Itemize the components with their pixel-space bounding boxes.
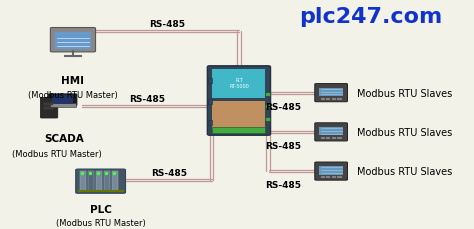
Text: RS-485: RS-485: [265, 141, 301, 150]
Text: (Modbus RTU Master): (Modbus RTU Master): [12, 149, 102, 158]
Bar: [337, 98, 342, 101]
Bar: [80, 172, 86, 191]
Bar: [78, 190, 124, 193]
Bar: [332, 98, 336, 101]
Bar: [50, 104, 75, 107]
Bar: [52, 96, 73, 104]
Bar: [321, 98, 325, 101]
Bar: [337, 137, 342, 139]
Bar: [319, 88, 343, 97]
Bar: [44, 107, 54, 110]
Bar: [265, 117, 270, 121]
Bar: [326, 176, 330, 179]
Text: RS-485: RS-485: [265, 102, 301, 111]
Text: PLC: PLC: [90, 204, 111, 214]
Text: SCADA: SCADA: [44, 134, 83, 143]
Bar: [337, 176, 342, 179]
Bar: [319, 127, 343, 136]
Bar: [208, 100, 212, 104]
Bar: [321, 137, 325, 139]
Text: (Modbus RTU Master): (Modbus RTU Master): [28, 91, 118, 100]
Bar: [212, 128, 265, 134]
Bar: [88, 172, 94, 191]
FancyBboxPatch shape: [315, 84, 347, 102]
FancyBboxPatch shape: [315, 123, 347, 141]
FancyBboxPatch shape: [207, 66, 271, 136]
Text: Modbus RTU Slaves: Modbus RTU Slaves: [356, 166, 452, 176]
FancyBboxPatch shape: [48, 94, 77, 106]
Bar: [265, 105, 270, 109]
Bar: [326, 137, 330, 139]
FancyBboxPatch shape: [315, 162, 347, 180]
FancyBboxPatch shape: [76, 169, 126, 194]
Text: HMI: HMI: [62, 75, 84, 85]
Bar: [319, 166, 343, 175]
Bar: [326, 98, 330, 101]
Text: Modbus RTU Slaves: Modbus RTU Slaves: [356, 88, 452, 98]
Text: RS-485: RS-485: [129, 95, 165, 104]
Text: RS-485: RS-485: [265, 180, 301, 189]
FancyBboxPatch shape: [50, 28, 96, 53]
Bar: [112, 172, 118, 191]
Bar: [44, 103, 54, 106]
Bar: [212, 70, 265, 99]
Bar: [265, 92, 270, 96]
Text: R.T
RT-5000: R.T RT-5000: [229, 78, 249, 89]
Bar: [208, 79, 212, 84]
Bar: [332, 137, 336, 139]
Text: Modbus RTU Slaves: Modbus RTU Slaves: [356, 127, 452, 137]
Bar: [321, 176, 325, 179]
Text: RS-485: RS-485: [151, 169, 187, 177]
FancyBboxPatch shape: [40, 98, 58, 118]
Bar: [212, 101, 265, 130]
Bar: [104, 172, 110, 191]
Bar: [332, 176, 336, 179]
Bar: [96, 172, 102, 191]
Text: (Modbus RTU Master): (Modbus RTU Master): [56, 218, 146, 227]
Text: RS-485: RS-485: [149, 20, 185, 29]
Text: plc247.com: plc247.com: [299, 7, 442, 27]
Bar: [55, 33, 91, 50]
Bar: [208, 120, 212, 125]
